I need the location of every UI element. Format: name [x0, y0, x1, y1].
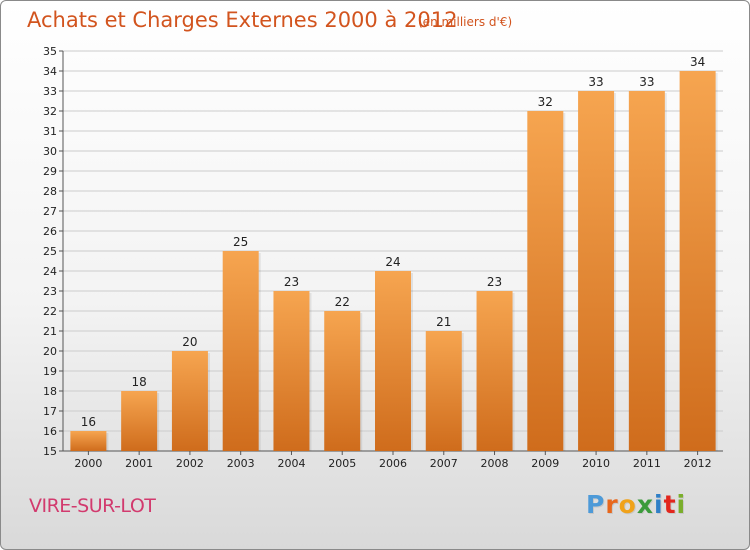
x-tick-label: 2010: [582, 457, 610, 470]
bar-value-label: 25: [233, 235, 248, 249]
bar: [171, 351, 208, 451]
y-tick-label: 32: [43, 105, 57, 118]
x-tick-label: 2000: [74, 457, 102, 470]
bars: [70, 71, 718, 451]
y-tick-label: 23: [43, 285, 57, 298]
x-tick-label: 2008: [481, 457, 509, 470]
bar-value-label: 33: [639, 75, 654, 89]
y-tick-label: 30: [43, 145, 57, 158]
bar-value-label: 33: [588, 75, 603, 89]
logo-letter: i: [676, 490, 687, 519]
bar: [679, 71, 716, 451]
logo-letter: o: [618, 490, 637, 519]
bar-value-label: 23: [284, 275, 299, 289]
bar: [425, 331, 462, 451]
y-tick-label: 31: [43, 125, 57, 138]
y-tick-label: 17: [43, 405, 57, 418]
bar: [578, 91, 615, 451]
x-tick-label: 2009: [531, 457, 559, 470]
x-tick-label: 2004: [277, 457, 305, 470]
x-tick-label: 2005: [328, 457, 356, 470]
y-tick-label: 19: [43, 365, 57, 378]
logo-letter: t: [663, 490, 677, 519]
y-tick-label: 27: [43, 205, 57, 218]
y-tick-label: 34: [43, 65, 57, 78]
y-tick-label: 33: [43, 85, 57, 98]
y-tick-label: 18: [43, 385, 57, 398]
y-tick-label: 15: [43, 445, 57, 458]
bar: [375, 271, 411, 451]
chart-title: Achats et Charges Externes 2000 à 2012: [27, 8, 458, 32]
y-tick-label: 20: [43, 345, 57, 358]
bar-value-label: 16: [81, 415, 96, 429]
bar: [527, 111, 564, 451]
y-tick-label: 35: [43, 45, 57, 58]
y-tick-label: 21: [43, 325, 57, 338]
x-tick-label: 2007: [430, 457, 458, 470]
bar-value-label: 18: [132, 375, 147, 389]
bar-value-label: 22: [335, 295, 350, 309]
x-tick-label: 2012: [684, 457, 712, 470]
bar: [273, 291, 310, 451]
y-tick-label: 24: [43, 265, 57, 278]
proxiti-logo: Proxiti: [586, 490, 686, 519]
logo-letter: r: [605, 490, 619, 519]
city-name: VIRE-SUR-LOT: [29, 495, 156, 517]
bar: [476, 291, 513, 451]
x-tick-label: 2011: [633, 457, 661, 470]
bar: [628, 91, 665, 451]
bar-value-label: 23: [487, 275, 502, 289]
bar-value-label: 24: [385, 255, 400, 269]
logo-letter: x: [636, 490, 654, 519]
y-tick-label: 22: [43, 305, 57, 318]
y-tick-label: 25: [43, 245, 57, 258]
bar-value-label: 21: [436, 315, 451, 329]
x-tick-label: 2003: [227, 457, 255, 470]
bar: [121, 391, 158, 451]
y-tick-label: 26: [43, 225, 57, 238]
x-tick-label: 2001: [125, 457, 153, 470]
y-tick-label: 29: [43, 165, 57, 178]
bar-value-label: 34: [690, 55, 705, 69]
y-tick-label: 28: [43, 185, 57, 198]
bar-value-label: 32: [538, 95, 553, 109]
bar: [70, 431, 107, 451]
y-tick-label: 16: [43, 425, 57, 438]
logo-letter: P: [586, 490, 606, 519]
x-tick-label: 2006: [379, 457, 407, 470]
logo-letter: i: [654, 490, 664, 519]
labels: 15 16 17 18 19 20 21 22 23 24 25 26 27 28 29 30 31 32 33 34…: [43, 45, 712, 470]
bar: [324, 311, 361, 451]
x-tick-label: 2002: [176, 457, 204, 470]
chart-subtitle: (en milliers d'€): [418, 15, 513, 29]
bar-value-label: 20: [182, 335, 197, 349]
bar: [222, 251, 259, 451]
